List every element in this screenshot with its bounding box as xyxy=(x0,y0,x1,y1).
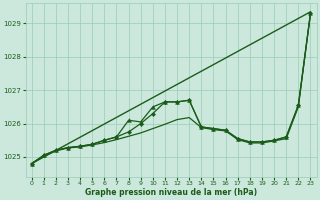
X-axis label: Graphe pression niveau de la mer (hPa): Graphe pression niveau de la mer (hPa) xyxy=(85,188,257,197)
